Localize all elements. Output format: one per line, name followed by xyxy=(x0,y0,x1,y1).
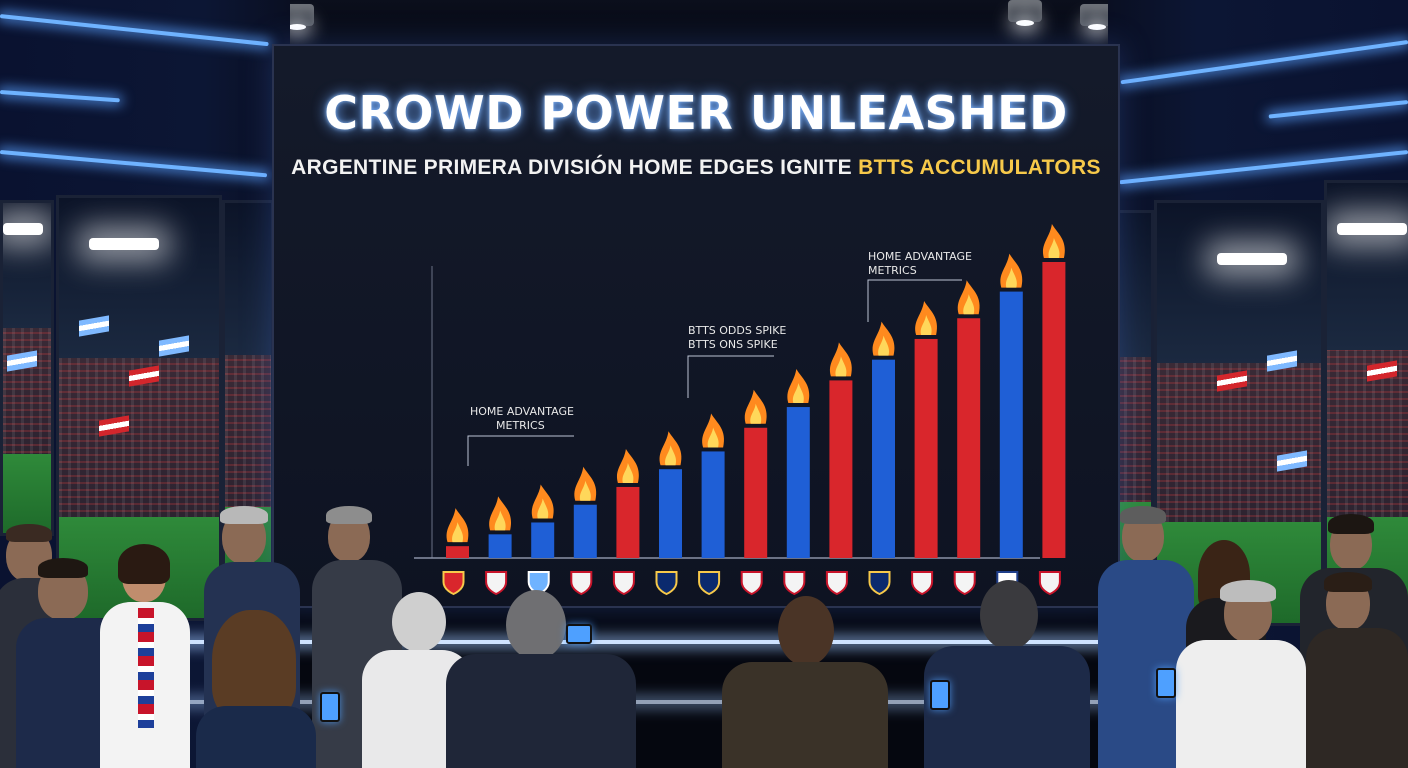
stadium-window xyxy=(0,200,54,536)
bar xyxy=(744,427,768,558)
bar-chart: HOME ADVANTAGE METRICS BTTS ODDS SPIKE B… xyxy=(414,224,1066,596)
river-crest-icon xyxy=(612,571,635,596)
flame-core xyxy=(452,522,464,543)
bar xyxy=(872,359,895,558)
river-crest-icon xyxy=(825,571,848,596)
bar xyxy=(957,318,981,558)
flame-core xyxy=(792,383,804,404)
river-crest-icon xyxy=(740,571,763,596)
flame-core xyxy=(1005,267,1017,288)
annotation-leader xyxy=(687,355,774,398)
flame-core xyxy=(878,335,890,356)
annotation-text: HOME ADVANTAGE xyxy=(470,405,574,418)
subheadline-main: ARGENTINE PRIMERA DIVISIÓN HOME EDGES IG… xyxy=(291,156,852,179)
ceiling-spotlight xyxy=(1080,4,1114,30)
boca-crest-icon xyxy=(868,571,891,596)
flame-core xyxy=(622,462,634,483)
annotation-text: HOME ADVANTAGE xyxy=(868,250,972,263)
river-crest-icon xyxy=(570,571,593,596)
boca-crest-icon xyxy=(698,571,721,596)
river-crest-icon xyxy=(783,571,806,596)
person xyxy=(1176,580,1306,768)
annotation-btts-spike: BTTS ODDS SPIKE BTTS ONS SPIKE xyxy=(687,324,786,398)
flame-core xyxy=(707,427,719,448)
river-crest-icon xyxy=(485,571,508,596)
bar xyxy=(488,534,512,558)
flame-core xyxy=(920,314,932,335)
annotation-text: METRICS xyxy=(868,264,917,277)
main-display-screen: CROWD POWER UNLEASHED ARGENTINE PRIMERA … xyxy=(272,44,1120,608)
phone-icon xyxy=(566,624,592,644)
bar xyxy=(786,407,810,558)
bar xyxy=(531,522,555,558)
bar xyxy=(446,546,469,558)
phone-icon xyxy=(1156,668,1176,698)
river-crest-icon xyxy=(953,571,976,596)
person xyxy=(924,580,1090,768)
river-crest-icon xyxy=(1038,571,1061,596)
stage-light-strip xyxy=(170,640,1130,644)
annotation-text: BTTS ONS SPIKE xyxy=(688,338,778,351)
annotation-text: METRICS xyxy=(496,419,545,432)
flame-core xyxy=(665,445,677,466)
bar xyxy=(829,380,853,558)
bar xyxy=(999,291,1023,558)
person-filming xyxy=(446,590,636,768)
annotation-home-metrics-right: HOME ADVANTAGE METRICS xyxy=(867,250,972,322)
person-with-scarf xyxy=(100,544,190,768)
neon-strip xyxy=(0,90,120,103)
stadium-window xyxy=(222,200,274,606)
person xyxy=(1306,572,1408,768)
flame-core xyxy=(750,403,762,424)
bar xyxy=(701,451,725,558)
subheadline: ARGENTINE PRIMERA DIVISIÓN HOME EDGES IG… xyxy=(274,156,1118,180)
bar xyxy=(616,486,640,558)
flame-core xyxy=(537,498,549,519)
annotation-text: BTTS ODDS SPIKE xyxy=(688,324,786,337)
subheadline-highlight: BTTS ACCUMULATORS xyxy=(858,156,1101,179)
bar xyxy=(914,338,938,558)
phone-icon xyxy=(320,692,340,722)
flame-core xyxy=(494,510,506,531)
annotation-home-metrics-left: HOME ADVANTAGE METRICS xyxy=(467,405,574,466)
neon-strip xyxy=(1120,40,1408,85)
river-crest-icon xyxy=(911,571,934,596)
bar xyxy=(1042,262,1066,558)
neon-strip xyxy=(0,150,268,178)
neon-strip xyxy=(1268,100,1408,119)
bar xyxy=(659,469,682,558)
boca-crest-icon xyxy=(655,571,678,596)
stage-light-strip xyxy=(180,700,1120,704)
flame-core xyxy=(835,356,847,377)
red-yellow-crest-icon xyxy=(442,571,465,596)
person xyxy=(722,596,888,768)
annotation-leader xyxy=(467,435,574,466)
annotation-leader xyxy=(867,279,962,322)
stadium-window xyxy=(1154,200,1324,626)
person xyxy=(196,610,316,768)
bar xyxy=(573,504,597,558)
flame-core xyxy=(579,480,591,501)
flame-core xyxy=(963,294,975,315)
ceiling-spotlight xyxy=(1008,0,1042,26)
flame-core xyxy=(1048,238,1060,258)
neon-strip xyxy=(0,14,269,47)
phone-icon xyxy=(930,680,950,710)
headline: CROWD POWER UNLEASHED xyxy=(324,86,1068,140)
